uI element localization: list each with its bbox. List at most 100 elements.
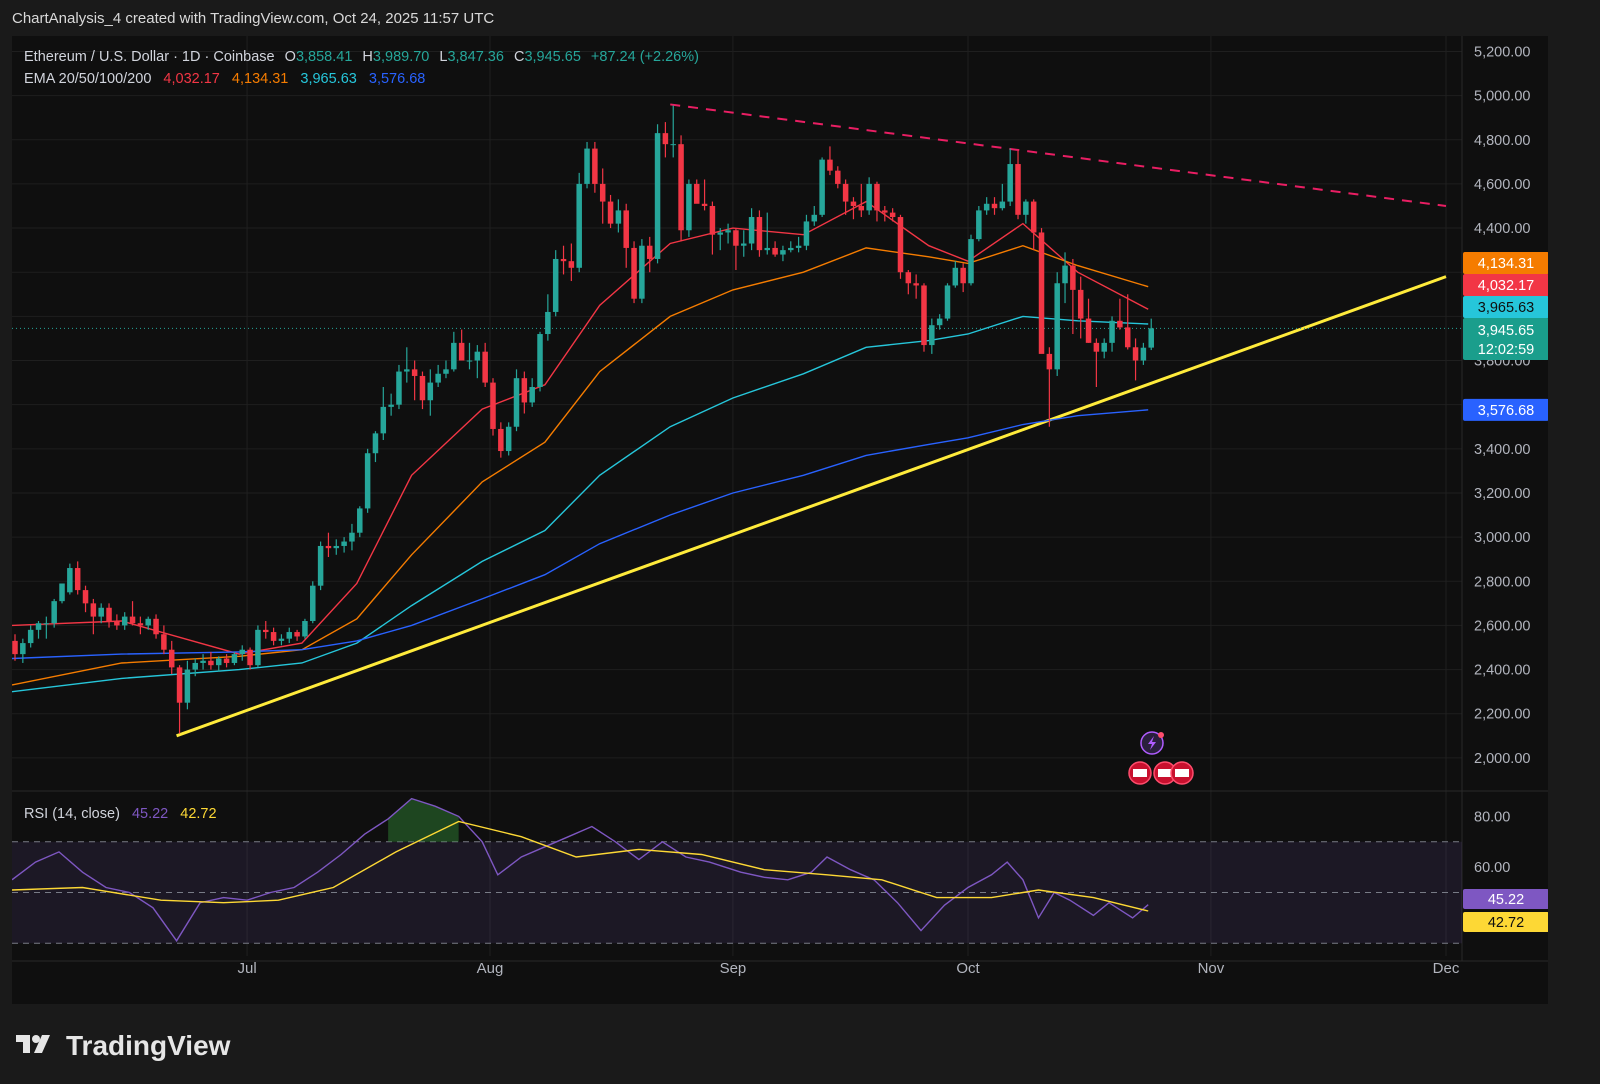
resistance-line[interactable] — [670, 103, 1447, 207]
candle[interactable] — [35, 621, 42, 639]
candle[interactable] — [349, 523, 355, 551]
candle[interactable] — [568, 243, 575, 282]
candle[interactable] — [310, 581, 316, 624]
chart-panel[interactable]: 5,200.00 5,000.00 4,800.00 4,600.00 4,400.00… — [11, 36, 1549, 1004]
candle[interactable] — [388, 393, 394, 416]
candle[interactable] — [545, 294, 551, 341]
candle[interactable] — [396, 364, 402, 410]
candle[interactable] — [999, 183, 1006, 211]
candle[interactable] — [200, 654, 206, 670]
candle[interactable] — [51, 598, 57, 628]
candle[interactable] — [795, 236, 802, 253]
candle[interactable] — [67, 563, 73, 595]
candle[interactable] — [858, 183, 865, 218]
candle[interactable] — [208, 651, 214, 670]
candle[interactable] — [137, 616, 144, 635]
chart-svg[interactable]: 5,200.00 5,000.00 4,800.00 4,600.00 4,400.00… — [11, 36, 1549, 1004]
candle[interactable] — [82, 585, 89, 613]
candle[interactable] — [286, 627, 293, 644]
candle[interactable] — [294, 629, 300, 641]
candle[interactable] — [278, 634, 285, 646]
candle[interactable] — [458, 329, 465, 361]
candle[interactable] — [98, 603, 104, 624]
candle[interactable] — [741, 230, 747, 257]
candle[interactable] — [357, 506, 363, 538]
candle[interactable] — [733, 228, 739, 271]
candle[interactable] — [921, 283, 927, 352]
candle[interactable] — [827, 146, 833, 176]
candle[interactable] — [952, 261, 959, 288]
candle[interactable] — [1117, 298, 1123, 330]
candle[interactable] — [223, 654, 230, 668]
rsi-pane[interactable] — [11, 797, 1462, 944]
candle[interactable] — [662, 122, 669, 158]
candle[interactable] — [270, 627, 277, 646]
candle[interactable] — [780, 245, 786, 262]
candle[interactable] — [678, 135, 684, 242]
candle[interactable] — [482, 342, 488, 388]
candle[interactable] — [372, 431, 379, 463]
candle[interactable] — [317, 541, 324, 591]
candle[interactable] — [325, 532, 332, 557]
candle[interactable] — [419, 371, 426, 410]
candle[interactable] — [607, 194, 614, 229]
event-icons[interactable] — [1128, 731, 1194, 785]
candle[interactable] — [1093, 338, 1100, 388]
candle[interactable] — [1124, 294, 1131, 350]
candle[interactable] — [263, 621, 269, 639]
candle[interactable] — [474, 345, 481, 379]
candle[interactable] — [1077, 276, 1084, 339]
candle[interactable] — [788, 241, 794, 253]
candle[interactable] — [866, 177, 872, 215]
candle[interactable] — [615, 199, 622, 233]
candle[interactable] — [121, 612, 128, 630]
candle[interactable] — [153, 614, 159, 639]
candle[interactable] — [646, 236, 653, 273]
candle[interactable] — [521, 371, 528, 414]
candle[interactable] — [1030, 199, 1037, 251]
drawings-layer[interactable] — [12, 103, 1462, 738]
candle[interactable] — [936, 314, 943, 330]
candle[interactable] — [1070, 258, 1076, 335]
candle[interactable] — [592, 141, 598, 193]
candle[interactable] — [12, 634, 18, 661]
candle[interactable] — [192, 658, 198, 677]
candle[interactable] — [1054, 272, 1060, 376]
candle[interactable] — [701, 179, 708, 211]
candle[interactable] — [882, 205, 888, 222]
candle[interactable] — [1015, 150, 1021, 220]
candle[interactable] — [709, 201, 716, 255]
candle[interactable] — [247, 647, 253, 670]
candle[interactable] — [639, 239, 645, 304]
candle[interactable] — [631, 241, 637, 304]
candle[interactable] — [803, 214, 810, 251]
candle[interactable] — [897, 214, 904, 279]
candle[interactable] — [1132, 338, 1139, 381]
candle[interactable] — [513, 369, 520, 432]
candle[interactable] — [411, 360, 418, 401]
candle[interactable] — [341, 537, 347, 553]
candle[interactable] — [74, 561, 81, 595]
candle[interactable] — [889, 208, 896, 222]
candle[interactable] — [364, 448, 371, 513]
candle[interactable] — [944, 283, 951, 321]
candle[interactable] — [1085, 298, 1092, 343]
candle[interactable] — [1101, 338, 1107, 359]
candle[interactable] — [748, 208, 755, 251]
candle[interactable] — [176, 665, 183, 734]
candle[interactable] — [819, 157, 825, 218]
candle[interactable] — [717, 228, 723, 251]
candle[interactable] — [184, 660, 191, 710]
candle[interactable] — [43, 616, 50, 639]
candle[interactable] — [435, 364, 441, 388]
candle[interactable] — [114, 614, 120, 630]
candle[interactable] — [1023, 199, 1029, 224]
candle[interactable] — [255, 625, 261, 668]
candle[interactable] — [929, 318, 935, 354]
candle[interactable] — [576, 172, 582, 273]
candle[interactable] — [427, 369, 434, 416]
candle[interactable] — [1007, 148, 1013, 206]
candle[interactable] — [451, 331, 457, 372]
candle[interactable] — [983, 197, 990, 215]
trendline-line[interactable] — [176, 275, 1447, 738]
